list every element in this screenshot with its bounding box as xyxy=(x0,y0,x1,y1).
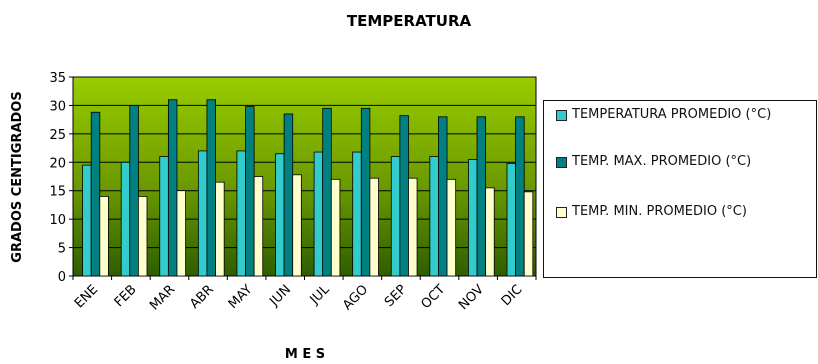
bar xyxy=(292,174,302,277)
x-tick-label: ENE xyxy=(72,282,101,311)
y-axis-label: GRADOS CENTIGRADOS xyxy=(10,91,25,262)
x-tick-label: SEP xyxy=(382,282,410,310)
x-tick-label: OCT xyxy=(418,282,448,312)
bar xyxy=(438,116,448,277)
bar xyxy=(429,156,439,277)
bar xyxy=(352,151,362,277)
legend-label-avg: TEMPERATURA PROMEDIO (°C) xyxy=(572,107,772,122)
x-tick-label: AGO xyxy=(340,282,371,313)
y-axis-ticks: 0 5 10 15 20 25 30 35 xyxy=(49,71,73,285)
legend-swatch-max xyxy=(556,157,567,168)
bar xyxy=(82,164,92,277)
bar xyxy=(176,190,186,277)
bars xyxy=(82,99,534,277)
bar xyxy=(322,107,332,277)
x-tick-label: DIC xyxy=(499,282,526,309)
y-tick-label: 5 xyxy=(58,242,66,257)
bar xyxy=(313,151,324,277)
x-tick-label: ABR xyxy=(187,282,217,312)
bar xyxy=(506,163,517,277)
bar xyxy=(129,105,139,277)
legend-label-max: TEMP. MAX. PROMEDIO (°C) xyxy=(572,154,752,169)
gridlines xyxy=(73,104,536,249)
bar xyxy=(369,177,379,277)
bar xyxy=(515,116,525,277)
bar xyxy=(167,99,178,277)
bar xyxy=(206,99,216,277)
bar xyxy=(215,181,225,277)
x-tick-label: MAR xyxy=(147,282,178,313)
bar xyxy=(523,191,534,277)
bar xyxy=(485,187,495,277)
bar xyxy=(99,195,109,277)
y-tick-label: 0 xyxy=(58,270,66,285)
bar xyxy=(275,153,285,277)
bar xyxy=(446,178,457,277)
y-tick-label: 35 xyxy=(49,71,66,86)
x-tick-label: FEB xyxy=(112,282,140,310)
x-tick-label: NOV xyxy=(456,282,487,313)
bar xyxy=(390,156,401,277)
legend-item-max: TEMP. MAX. PROMEDIO (°C) xyxy=(556,153,807,170)
y-tick-label: 15 xyxy=(49,185,66,200)
legend-item-avg: TEMPERATURA PROMEDIO (°C) xyxy=(556,106,807,123)
bar xyxy=(399,115,409,277)
x-tick-label: JUL xyxy=(307,282,333,308)
y-tick-label: 10 xyxy=(49,213,66,228)
chart-title: TEMPERATURA xyxy=(347,12,472,30)
y-tick-label: 25 xyxy=(49,128,66,143)
bar xyxy=(408,177,418,277)
plot-area xyxy=(72,76,537,277)
legend: TEMPERATURA PROMEDIO (°C) TEMP. MAX. PRO… xyxy=(543,100,817,278)
bar xyxy=(236,150,246,277)
legend-swatch-min xyxy=(556,207,567,218)
legend-item-min: TEMP. MIN. PROMEDIO (°C) xyxy=(556,203,807,220)
legend-swatch-avg xyxy=(556,110,567,121)
bar xyxy=(476,116,487,277)
bar xyxy=(90,111,101,277)
x-axis-ticks: ENE FEB MAR ABR MAY JUN JUL AGO SEP OCT NOV DIC xyxy=(72,276,537,313)
bar xyxy=(253,176,264,277)
bar xyxy=(137,195,148,277)
x-axis-label: M E S xyxy=(285,347,325,362)
bar xyxy=(159,156,169,277)
y-tick-label: 20 xyxy=(49,156,66,171)
bar xyxy=(245,106,255,277)
x-tick-label: MAY xyxy=(226,282,256,312)
legend-label-min: TEMP. MIN. PROMEDIO (°C) xyxy=(572,204,747,219)
bar xyxy=(197,150,208,277)
bar xyxy=(360,107,371,277)
x-tick-label: JUN xyxy=(266,282,294,310)
y-tick-label: 30 xyxy=(49,99,66,114)
bar xyxy=(330,178,341,277)
bar xyxy=(120,161,131,277)
bar xyxy=(283,113,294,277)
bar xyxy=(468,159,478,277)
